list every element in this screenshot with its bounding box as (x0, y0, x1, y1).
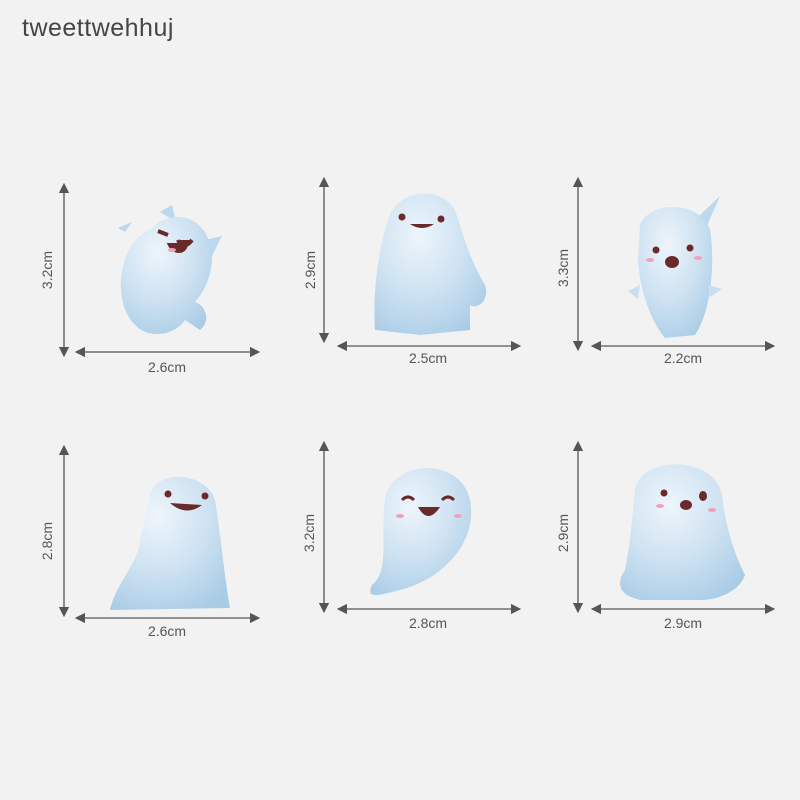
width-label-3: 2.2cm (663, 350, 703, 366)
ghost-figure-5 (370, 468, 472, 595)
ghost-figure-4 (110, 476, 230, 610)
width-label-2: 2.5cm (408, 350, 448, 366)
watermark-logo: tweettwehhuj (22, 14, 174, 42)
width-label-6: 2.9cm (663, 615, 703, 631)
height-label-4: 2.8cm (39, 521, 55, 561)
ghost-figure-1 (118, 205, 222, 335)
height-label-2: 2.9cm (302, 250, 318, 290)
ghost-figure-2 (374, 193, 487, 335)
height-label-3: 3.3cm (555, 248, 571, 288)
ghost-figure-6 (620, 464, 745, 600)
width-label-5: 2.8cm (408, 615, 448, 631)
height-label-5: 3.2cm (301, 513, 317, 553)
ghost-figure-3 (628, 196, 722, 338)
height-label-6: 2.9cm (555, 513, 571, 553)
width-label-1: 2.6cm (147, 359, 187, 375)
height-label-1: 3.2cm (39, 250, 55, 290)
width-label-4: 2.6cm (147, 623, 187, 639)
